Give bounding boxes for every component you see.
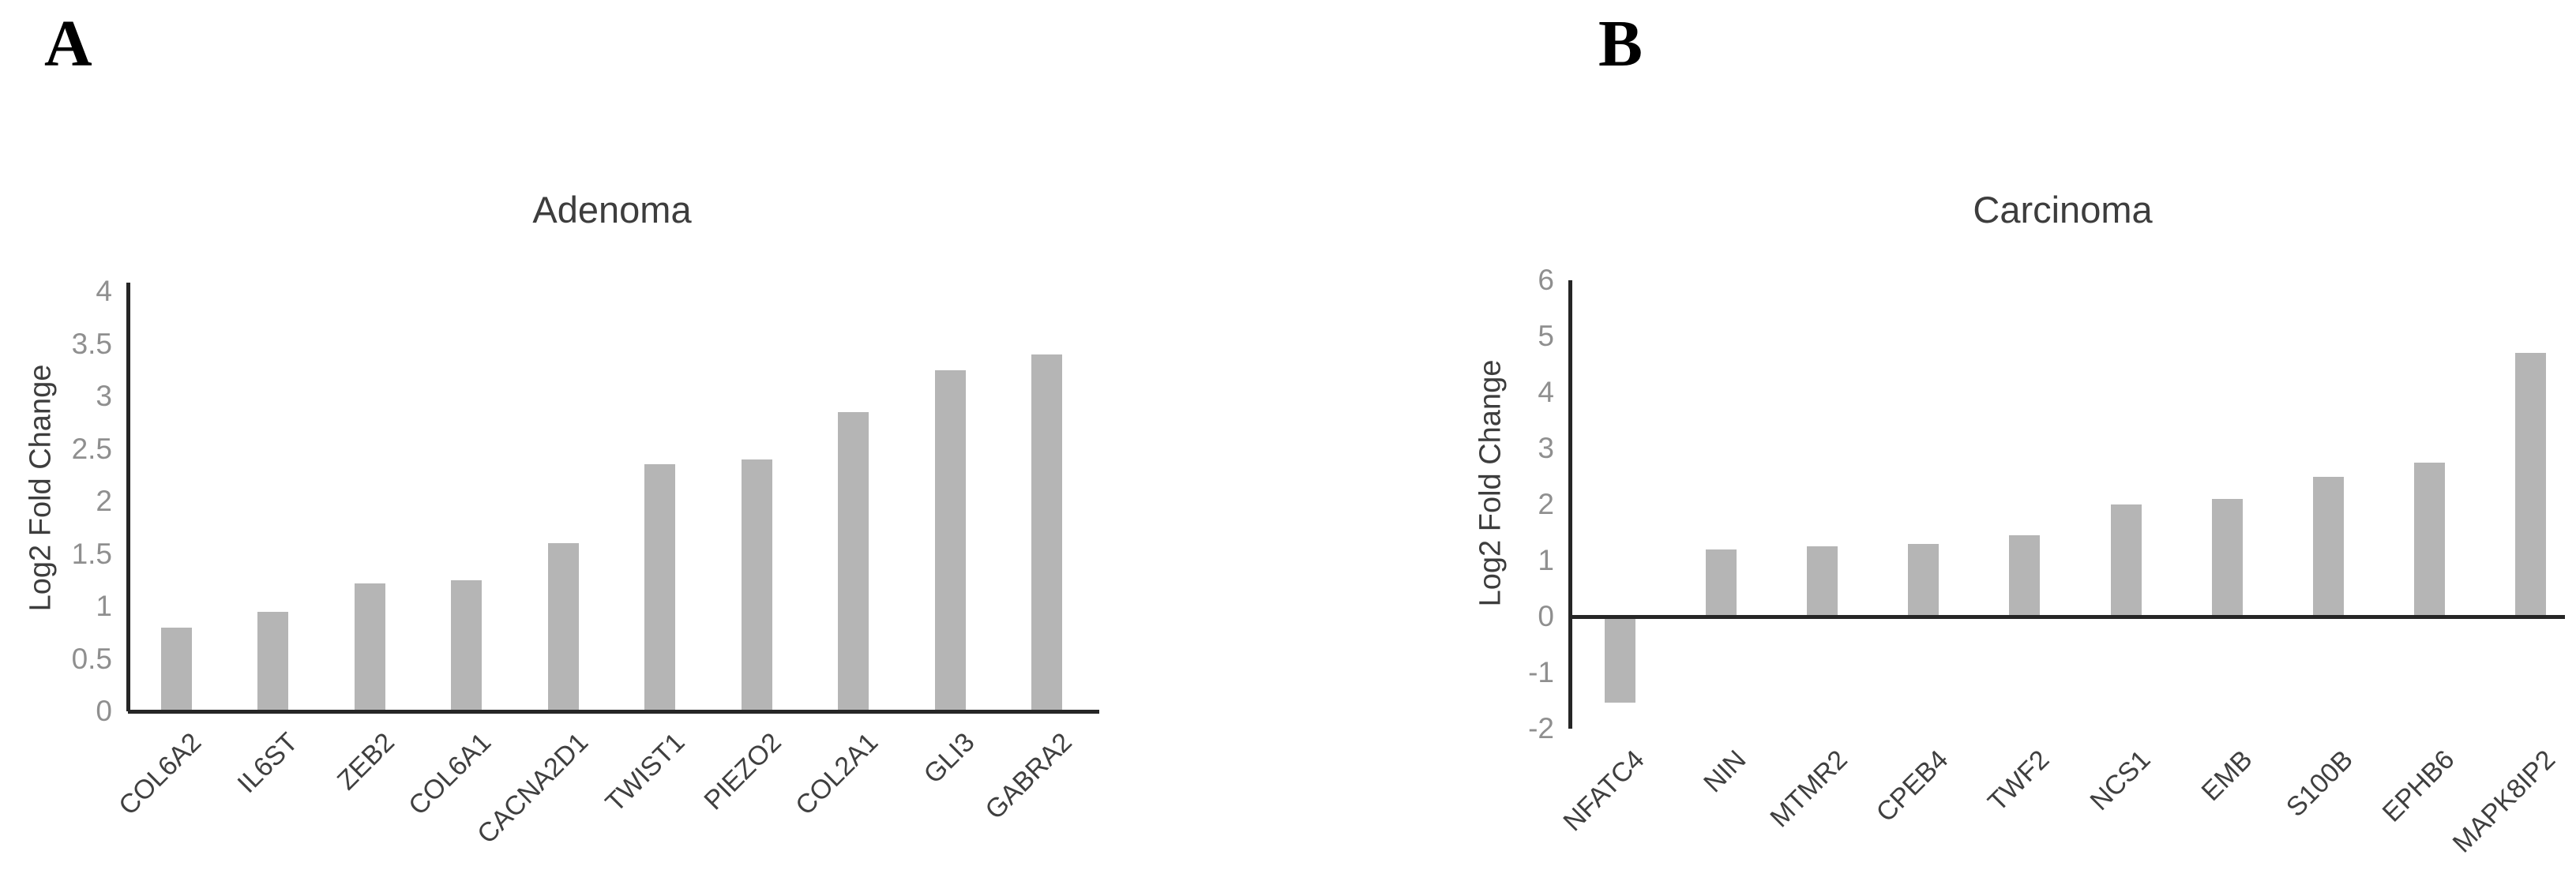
bar-MAPK8IP2 [2515,353,2547,617]
y-tick-label: 0 [1538,600,1554,632]
bar-S100B [2312,476,2344,617]
bar-MTMR2 [1806,546,1838,617]
y-tick-label: 5 [1538,320,1554,352]
bar-IL6ST [257,611,288,711]
panel-b-letter: B [1598,7,1643,81]
x-axis-line [128,710,1099,714]
y-axis-line [126,283,130,711]
y-tick-label: 4 [96,275,112,307]
bar-CPEB4 [1908,543,1940,617]
chart-title: Carcinoma [1973,189,2153,231]
x-axis-label-MAPK8IP2: MAPK8IP2 [2447,744,2562,859]
y-tick-label: 0 [96,695,112,727]
bar-GABRA2 [1031,354,1062,711]
y-tick-label: 1.5 [71,537,112,570]
bar-COL6A1 [451,579,482,711]
bar-NIN [1705,549,1737,617]
y-tick-label: 1 [96,590,112,622]
y-tick-label: 3 [1538,432,1554,464]
bar-COL2A1 [838,411,869,711]
y-tick-label: -1 [1528,656,1554,688]
y-tick-label: 3.5 [71,327,112,360]
bar-ZEB2 [354,583,385,711]
bar-TWF2 [2009,535,2041,617]
y-tick-label: 3 [96,380,112,412]
x-label-anchor: MAPK8IP2 [2209,744,2561,858]
y-tick-label: 6 [1538,264,1554,296]
y-tick-label: 1 [1538,544,1554,576]
bar-EPHB6 [2414,462,2446,617]
zero-line [1570,615,2565,619]
y-tick-label: -2 [1528,712,1554,744]
panel-a-letter: A [44,7,92,81]
bar-EMB [2211,498,2243,617]
bar-TWIST1 [644,464,675,711]
bar-COL6A2 [160,627,192,711]
y-axis-line [1568,280,1572,729]
bar-NCS1 [2110,504,2142,617]
y-tick-label: 2 [96,485,112,517]
bar-PIEZO2 [741,459,772,711]
y-tick-label: 4 [1538,376,1554,408]
y-tick-label: 2 [1538,488,1554,520]
y-tick-label: 2.5 [71,432,112,465]
chart-title: Adenoma [532,189,692,231]
bar-NFATC4 [1604,618,1635,703]
bar-CACNA2D1 [547,543,579,711]
bar-GLI3 [934,369,966,711]
y-tick-label: 0.5 [71,642,112,675]
